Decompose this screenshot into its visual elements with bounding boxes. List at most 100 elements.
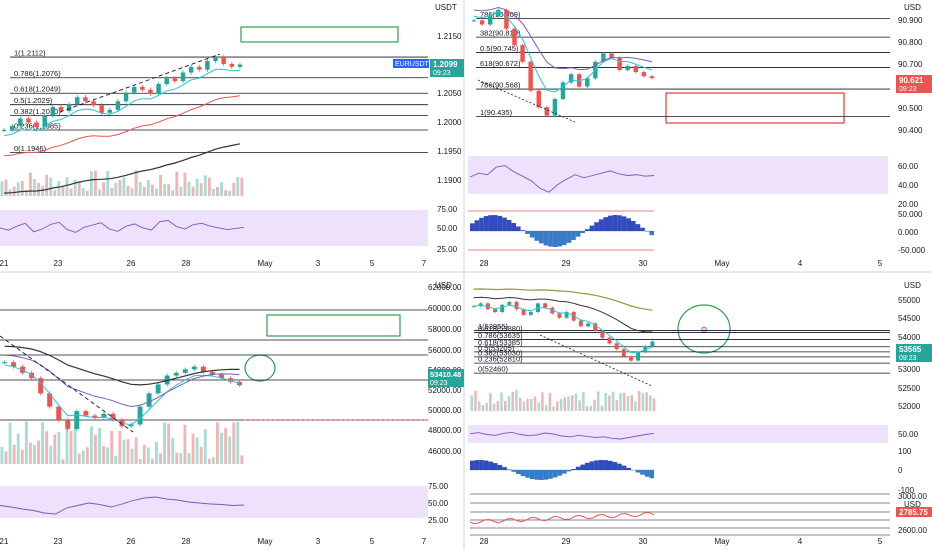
candles (1, 54, 243, 133)
volume-bar (203, 429, 207, 464)
volume-bar (24, 421, 28, 464)
candle-body (528, 61, 533, 91)
volume-bar (61, 459, 65, 464)
panel-top-right: 786(90.909)382(90.819)0.5(90.745)618(90.… (468, 3, 932, 268)
rsi-axis: 50.00 (898, 430, 919, 439)
level-lines (0, 309, 428, 421)
axis-tick-label: 20.00 (898, 200, 919, 209)
volume-bar (69, 430, 73, 464)
candles (2, 360, 242, 431)
candle-body (180, 72, 186, 82)
candle-body (593, 323, 598, 331)
volume-bar (126, 439, 130, 464)
candle-body (140, 86, 145, 90)
candles (471, 300, 655, 362)
date-tick-label: 3 (316, 537, 321, 546)
macd-bar (520, 470, 526, 477)
axis-tick-label: 25.00 (437, 245, 458, 254)
axis-unit: USDT (435, 3, 457, 12)
candle-body (83, 411, 89, 416)
volume-bar (492, 403, 496, 411)
volume-bar (530, 398, 533, 411)
candle-body (649, 76, 655, 79)
volume-bar (232, 182, 236, 196)
macd-bar (483, 216, 489, 231)
volume-bars (470, 389, 656, 411)
volume-bar (489, 393, 492, 411)
candle-body (493, 309, 498, 312)
volume-bar (69, 188, 73, 196)
candle-body (188, 66, 194, 73)
candle-body (544, 107, 550, 116)
candle-body (643, 346, 648, 352)
macd-bar (575, 466, 581, 470)
volume-bar (163, 184, 167, 196)
volume-bar (641, 393, 645, 411)
macd-bar (474, 460, 480, 470)
volume-bar (20, 449, 24, 464)
volume-bar (634, 401, 637, 411)
candle-body (74, 411, 80, 429)
macd-bar (534, 231, 539, 241)
volume-bar (199, 446, 203, 464)
volume-bar (582, 391, 585, 411)
alert-icon: ⚙ (700, 325, 708, 335)
axis-tick-label: 62000.00 (428, 283, 462, 292)
candle-body (1, 129, 7, 131)
rsi-band (0, 210, 428, 246)
axis-tick-label: 90.700 (898, 60, 923, 69)
volume-bar (28, 442, 32, 464)
candle-body (26, 118, 31, 123)
date-tick-label: 30 (639, 537, 648, 546)
volume-bar (611, 391, 615, 411)
volume-bar (98, 427, 101, 464)
axis-tick-label: 56000.00 (428, 346, 462, 355)
candle-body (148, 89, 153, 94)
candle-body (601, 53, 606, 62)
volume-bar (85, 447, 89, 464)
fib-label: 0.786(53635) (478, 331, 523, 340)
volume-bar (179, 186, 183, 196)
volume-bar (142, 186, 146, 196)
volume-bar (57, 432, 61, 464)
volume-bar (585, 406, 589, 411)
fib-label: 1(90.435) (480, 108, 513, 117)
volume-bar (556, 401, 559, 411)
volume-bar (541, 392, 544, 411)
date-tick-label: 28 (480, 537, 489, 546)
volume-bar (199, 183, 203, 196)
volume-bar (81, 450, 85, 464)
ema-long-line (4, 345, 240, 386)
ema-fast-line (4, 68, 240, 137)
candle-body (237, 64, 243, 67)
macd-bar (552, 231, 558, 247)
volume-bar (73, 425, 77, 464)
volume-bar (589, 405, 593, 411)
candle-body (625, 65, 630, 71)
axis-tick-label: 1.1900 (437, 176, 462, 185)
candle-body (137, 406, 143, 425)
axis-tick-label: 50.00 (428, 499, 449, 508)
volume-bar (578, 400, 581, 411)
macd-bar (470, 460, 475, 470)
volume-bar (37, 440, 40, 464)
symbol-badge-text: EURUSDT (395, 61, 430, 68)
macd-histogram (468, 210, 654, 251)
fib-label: 0.786(1.2076) (14, 69, 61, 78)
candle-body (123, 92, 129, 102)
axis-tick-label: 52500 (898, 384, 921, 393)
candle-body (550, 307, 555, 314)
rsi-line (0, 496, 245, 515)
date-tick-label: May (257, 537, 272, 546)
macd-bar (529, 231, 535, 238)
target-zone-box (240, 26, 399, 43)
volume-bar (159, 174, 162, 196)
date-tick-label: 26 (127, 259, 136, 268)
fib-label: 786(90.568) (480, 81, 521, 90)
macd-bar (644, 470, 650, 477)
volume-bar (207, 177, 211, 196)
volume-bar (645, 392, 648, 411)
macd-bar (557, 470, 562, 476)
candle-body (156, 84, 161, 94)
macd-bar (598, 219, 604, 231)
